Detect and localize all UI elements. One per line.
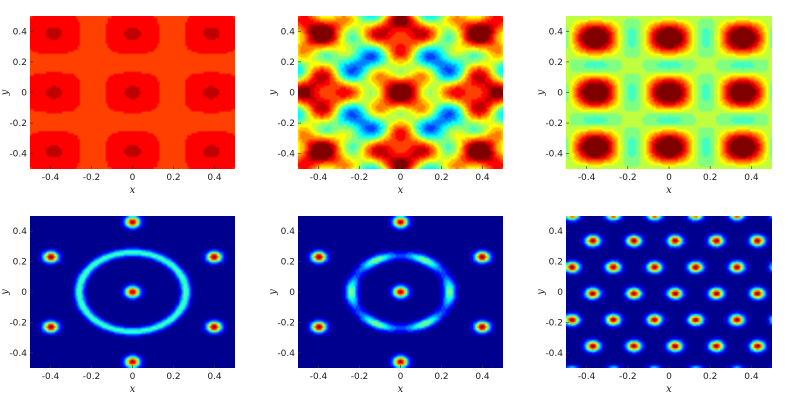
y-tick-label: -0.4 [277,349,295,359]
x-tick-label: -0.4 [578,173,596,183]
x-tick-label: 0 [130,173,136,183]
panel-bottom-middle: -0.4 -0.2 0 0.2 0.4 0.4 0.2 0 -0.2 -0.4 x y [268,216,503,395]
y-tick-label: -0.2 [277,318,295,328]
y-axis-label: y [0,289,11,296]
y-tick-label: -0.4 [545,349,563,359]
y-tick-label: -0.2 [9,119,27,129]
y-tick-label: 0 [21,288,27,298]
y-tick-label: 0.2 [281,258,295,268]
x-axis-label: x [398,185,404,196]
x-tick-label: 0.2 [434,173,448,183]
x-tick-label: -0.2 [619,372,637,382]
x-tick-label: 0.4 [744,372,759,382]
y-tick-label: 0 [289,89,295,99]
y-tick-label: 0.2 [549,58,563,68]
panel-top-middle: -0.4 -0.2 0 0.2 0.4 0.4 0.2 0 -0.2 -0.4 x y [268,16,503,196]
x-tick-label: -0.2 [83,173,101,183]
y-axis-label: y [268,89,279,96]
x-tick-label: 0 [398,372,404,382]
heatmap-image [30,216,235,368]
y-axis-label: y [0,89,11,96]
x-tick-label: 0 [130,372,136,382]
heatmap-image [298,216,503,368]
x-tick-label: 0.2 [166,372,180,382]
y-tick-label: 0 [289,288,295,298]
x-tick-label: 0.4 [475,173,490,183]
heatmap-image [30,16,235,169]
y-tick-label: 0.2 [281,58,295,68]
panel-bottom-right: -0.4 -0.2 0 0.2 0.4 0.4 0.2 0 -0.2 -0.4 x y [536,216,772,395]
y-tick-label: -0.2 [9,318,27,328]
x-tick-label: 0.2 [703,372,717,382]
x-tick-label: 0 [398,173,404,183]
x-tick-label: -0.2 [619,173,637,183]
y-tick-label: -0.2 [277,119,295,129]
y-tick-label: 0.4 [549,227,564,237]
x-tick-label: 0.4 [207,372,222,382]
x-tick-label: -0.4 [42,372,60,382]
panel-bottom-left: -0.4 -0.2 0 0.2 0.4 0.4 0.2 0 -0.2 -0.4 x y [0,216,235,395]
y-tick-label: 0 [21,89,27,99]
y-tick-label: 0.4 [13,27,28,37]
y-tick-label: 0 [557,89,563,99]
x-axis-label: x [398,384,404,395]
y-tick-label: 0.4 [281,227,296,237]
y-tick-label: -0.2 [545,318,563,328]
x-axis-label: x [130,185,136,196]
y-tick-label: 0.4 [549,27,564,37]
panel-top-left: -0.4 -0.2 0 0.2 0.4 0.4 0.2 0 -0.2 -0.4 x y [0,16,235,196]
y-tick-label: -0.4 [9,150,27,160]
heatmap-image [566,216,772,368]
x-axis-label: x [130,384,136,395]
x-tick-label: 0.2 [703,173,717,183]
x-tick-label: 0.4 [744,173,759,183]
y-tick-label: 0 [557,288,563,298]
x-tick-label: 0.2 [166,173,180,183]
y-tick-label: -0.4 [545,150,563,160]
x-tick-label: -0.4 [310,173,328,183]
y-axis-label: y [268,289,279,296]
y-tick-label: 0.4 [13,227,28,237]
x-tick-label: -0.4 [42,173,60,183]
y-axis-label: y [536,89,547,96]
y-tick-label: -0.2 [545,119,563,129]
x-tick-label: -0.2 [351,173,369,183]
y-tick-label: 0.2 [13,58,27,68]
x-tick-label: 0.4 [475,372,490,382]
x-tick-label: -0.2 [83,372,101,382]
y-tick-label: -0.4 [9,349,27,359]
y-tick-label: 0.4 [281,27,296,37]
y-tick-label: -0.4 [277,150,295,160]
x-tick-label: -0.4 [578,372,596,382]
y-axis-label: y [536,289,547,296]
panel-top-right: -0.4 -0.2 0 0.2 0.4 0.4 0.2 0 -0.2 -0.4 x y [536,16,772,196]
x-tick-label: 0 [666,372,672,382]
x-tick-label: 0.2 [434,372,448,382]
x-tick-label: 0 [666,173,672,183]
x-axis-label: x [666,384,672,395]
y-tick-label: 0.2 [13,258,27,268]
y-tick-label: 0.2 [549,258,563,268]
x-tick-label: -0.4 [310,372,328,382]
x-tick-label: 0.4 [207,173,222,183]
x-axis-label: x [666,185,672,196]
x-tick-label: -0.2 [351,372,369,382]
heatmap-image [298,16,503,169]
heatmap-image [566,16,772,169]
